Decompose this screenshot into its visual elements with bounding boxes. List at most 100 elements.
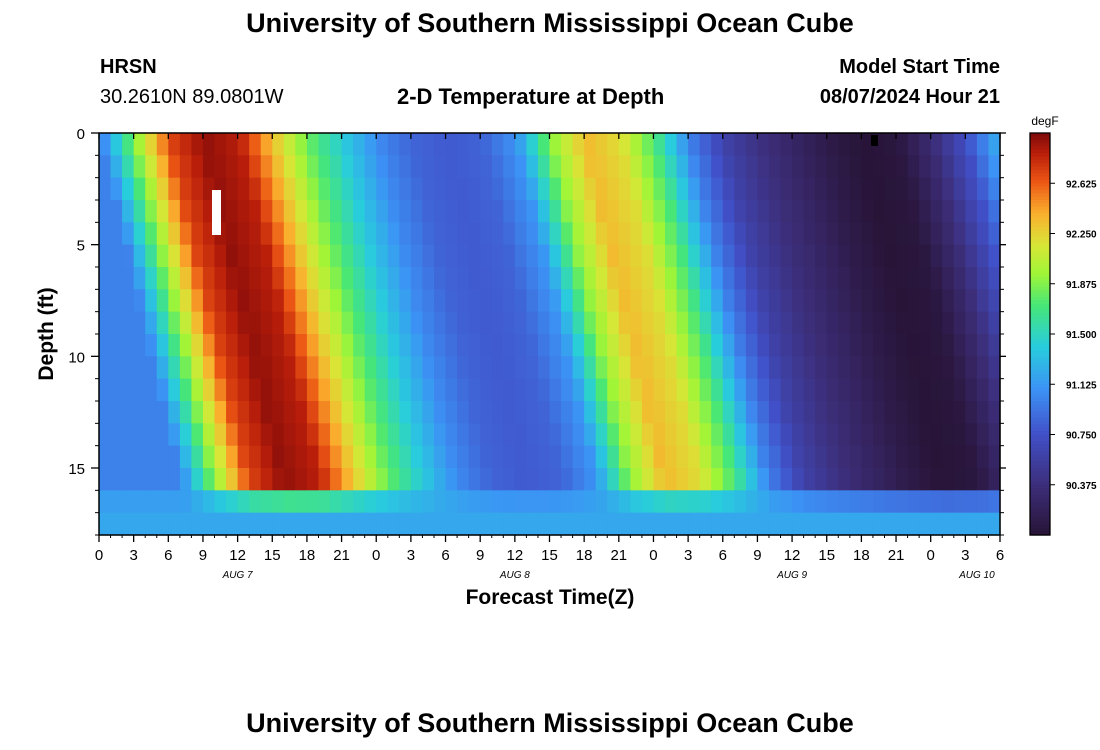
heatmap-cell: [537, 401, 551, 424]
x-tick-label: 9: [476, 547, 484, 564]
heatmap-cell: [884, 155, 897, 179]
heatmap-cell: [618, 378, 631, 402]
heatmap-cell: [884, 289, 897, 313]
heatmap-cell: [226, 378, 239, 402]
heatmap-cell: [249, 334, 262, 357]
heatmap-cell: [364, 267, 377, 290]
heatmap-cell: [202, 401, 216, 424]
heatmap-cell: [226, 356, 239, 380]
heatmap-cell: [376, 378, 389, 402]
heatmap-cell: [491, 356, 504, 380]
heatmap-cell: [353, 289, 366, 313]
heatmap-cell: [711, 244, 724, 268]
heatmap-cell: [202, 468, 216, 491]
heatmap-cell: [780, 468, 793, 491]
heatmap-cell: [815, 334, 828, 357]
heatmap-cell: [214, 401, 227, 424]
heatmap-cell: [110, 267, 123, 290]
heatmap-cell: [549, 468, 562, 491]
heatmap-cell: [965, 468, 978, 491]
heatmap-cell: [653, 423, 666, 447]
heatmap-cell: [503, 244, 516, 268]
heatmap-cell: [295, 222, 308, 246]
colorbar-segment: [1030, 370, 1050, 375]
heatmap-cell: [953, 155, 966, 179]
heatmap-cell: [561, 445, 574, 469]
heatmap-cell: [133, 222, 146, 246]
heatmap-cell: [179, 222, 193, 246]
heatmap-cell: [168, 267, 181, 290]
heatmap-cell: [618, 356, 631, 380]
heatmap-cell: [584, 200, 597, 223]
heatmap-cell: [503, 423, 516, 447]
heatmap-cell: [399, 512, 412, 536]
heatmap-cell: [491, 289, 504, 313]
heatmap-cell: [514, 155, 527, 179]
heatmap-cell: [849, 490, 862, 514]
heatmap-cell: [514, 133, 527, 156]
heatmap-cell: [306, 155, 320, 179]
heatmap-cell: [792, 222, 805, 246]
heatmap-cell: [457, 155, 470, 179]
heatmap-cell: [272, 222, 285, 246]
heatmap-cell: [179, 490, 193, 514]
heatmap-cell: [861, 177, 874, 201]
colorbar-segment: [1030, 488, 1050, 493]
heatmap-cell: [595, 490, 608, 514]
heatmap-cell: [202, 267, 216, 290]
colorbar-segment: [1030, 414, 1050, 419]
heatmap-cell: [410, 222, 424, 246]
heatmap-cell: [584, 423, 597, 447]
x-tick-label: 21: [610, 547, 627, 564]
colorbar-segment: [1030, 270, 1050, 275]
colorbar-segment: [1030, 417, 1050, 422]
heatmap-cell: [272, 423, 285, 447]
heatmap-cell: [757, 311, 770, 335]
heatmap-cell: [341, 222, 354, 246]
heatmap-cell: [815, 133, 828, 156]
heatmap-cell: [376, 445, 389, 469]
heatmap-cell: [353, 378, 366, 402]
heatmap-cell: [353, 334, 366, 357]
heatmap-cell: [630, 356, 643, 380]
heatmap-cell: [110, 468, 123, 491]
heatmap-cell: [826, 289, 839, 313]
heatmap-cell: [191, 378, 204, 402]
heatmap-cell: [641, 490, 655, 514]
temperature-heatmap-chart: 0 3 6 9 12 15 18 21 0 3 6 9 12 15 18 21 0 3 6 9 12 15 18 21 0 3 6A…: [35, 114, 1097, 609]
heatmap-cell: [514, 468, 527, 491]
colorbar-segment: [1030, 297, 1050, 302]
heatmap-cell: [930, 222, 943, 246]
heatmap-cell: [214, 378, 227, 402]
heatmap-cell: [618, 244, 631, 268]
heatmap-cell: [549, 289, 562, 313]
heatmap-cell: [306, 468, 320, 491]
heatmap-cell: [676, 356, 689, 380]
colorbar-segment: [1030, 344, 1050, 348]
heatmap-cell: [803, 445, 816, 469]
heatmap-cell: [930, 512, 943, 536]
heatmap-cell: [457, 267, 470, 290]
heatmap-cell: [745, 289, 759, 313]
x-tick-label: 15: [541, 547, 558, 564]
heatmap-cell: [272, 490, 285, 514]
heatmap-cell: [549, 378, 562, 402]
heatmap-cell: [526, 155, 539, 179]
heatmap-cell: [965, 490, 978, 514]
heatmap-cell: [295, 468, 308, 491]
heatmap-cell: [330, 155, 343, 179]
heatmap-cell: [722, 155, 735, 179]
heatmap-cell: [872, 378, 886, 402]
heatmap-cell: [341, 356, 354, 380]
colorbar-segment: [1030, 360, 1050, 365]
heatmap-cell: [699, 512, 712, 536]
heatmap-cell: [341, 200, 354, 223]
colorbar-segment: [1030, 256, 1050, 261]
heatmap-cell: [179, 311, 193, 335]
heatmap-cell: [214, 155, 227, 179]
heatmap-cell: [376, 334, 389, 357]
heatmap-cell: [595, 512, 608, 536]
colorbar-segment: [1030, 206, 1050, 211]
heatmap-cell: [757, 356, 770, 380]
heatmap-cell: [260, 311, 273, 335]
